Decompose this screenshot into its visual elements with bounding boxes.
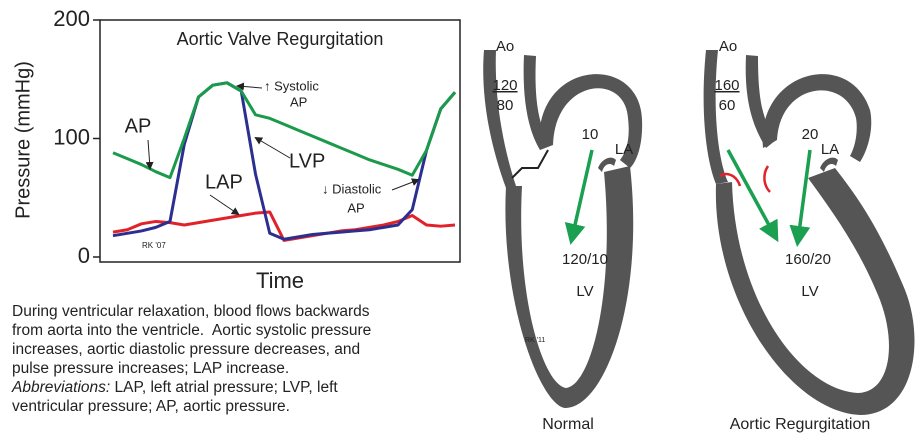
- signature: RK '11: [525, 337, 545, 344]
- regurgitant-leaflet: [764, 166, 770, 192]
- label: 120: [492, 77, 517, 94]
- flow-arrow: [572, 150, 592, 238]
- diagram-title: Normal: [542, 416, 594, 433]
- annotation: ↑ Systolic: [264, 78, 319, 93]
- label: Ao: [496, 38, 514, 55]
- y-axis-label: Pressure (mmHg): [12, 61, 34, 219]
- label: 10: [582, 126, 599, 143]
- label: 20: [802, 126, 819, 143]
- label: 120/10: [562, 251, 608, 268]
- label: LA: [821, 141, 839, 158]
- caption-line: pulse pressure increases; LAP increase.: [12, 359, 492, 378]
- series-line: [113, 83, 455, 239]
- label: 160: [714, 77, 739, 94]
- annotation: AP: [347, 200, 364, 215]
- annotation-arrow: [148, 140, 150, 168]
- annotation-arrow: [256, 138, 290, 158]
- y-tick-label: 200: [53, 6, 90, 31]
- annotation-arrow: [210, 195, 238, 214]
- flow-arrow: [798, 150, 810, 240]
- label: LA: [615, 141, 633, 158]
- series-label: LAP: [205, 171, 243, 193]
- abbreviations-label: Abbreviations:: [12, 379, 110, 396]
- caption-line: from aorta into the ventricle. Aortic sy…: [12, 321, 492, 340]
- label: LV: [801, 283, 818, 300]
- diagram-title: Aortic Regurgitation: [730, 416, 871, 433]
- label: LV: [576, 283, 593, 300]
- y-tick-label: 100: [53, 124, 90, 149]
- y-tick-label: 0: [78, 243, 90, 268]
- caption-text: LAP, left atrial pressure; LVP, left: [110, 379, 337, 396]
- caption-line: Abbreviations: LAP, left atrial pressure…: [12, 378, 492, 397]
- series-label: LVP: [289, 150, 325, 172]
- x-axis-label: Time: [256, 268, 304, 293]
- caption: During ventricular relaxation, blood flo…: [12, 302, 492, 416]
- series-label: AP: [125, 115, 152, 137]
- aortic-valve: [512, 150, 548, 178]
- chart-title: Aortic Valve Regurgitation: [177, 29, 384, 49]
- label: 160/20: [785, 251, 831, 268]
- figure: Aortic Valve Regurgitation Time Pressure…: [0, 0, 915, 437]
- label: 60: [719, 97, 736, 114]
- label: 80: [497, 97, 514, 114]
- caption-line: increases, aortic diastolic pressure dec…: [12, 340, 492, 359]
- annotation: ↓ Diastolic: [322, 181, 382, 196]
- plot-frame: [100, 20, 460, 262]
- series-line: [113, 83, 455, 178]
- series-line: [113, 212, 455, 240]
- signature: RK '07: [142, 241, 166, 250]
- annotation-arrow: [392, 180, 418, 190]
- annotation: AP: [290, 94, 307, 109]
- caption-line: During ventricular relaxation, blood flo…: [12, 302, 492, 321]
- annotation-arrow: [238, 86, 262, 88]
- caption-line: ventricular pressure; AP, aortic pressur…: [12, 397, 492, 416]
- label: Ao: [719, 38, 737, 55]
